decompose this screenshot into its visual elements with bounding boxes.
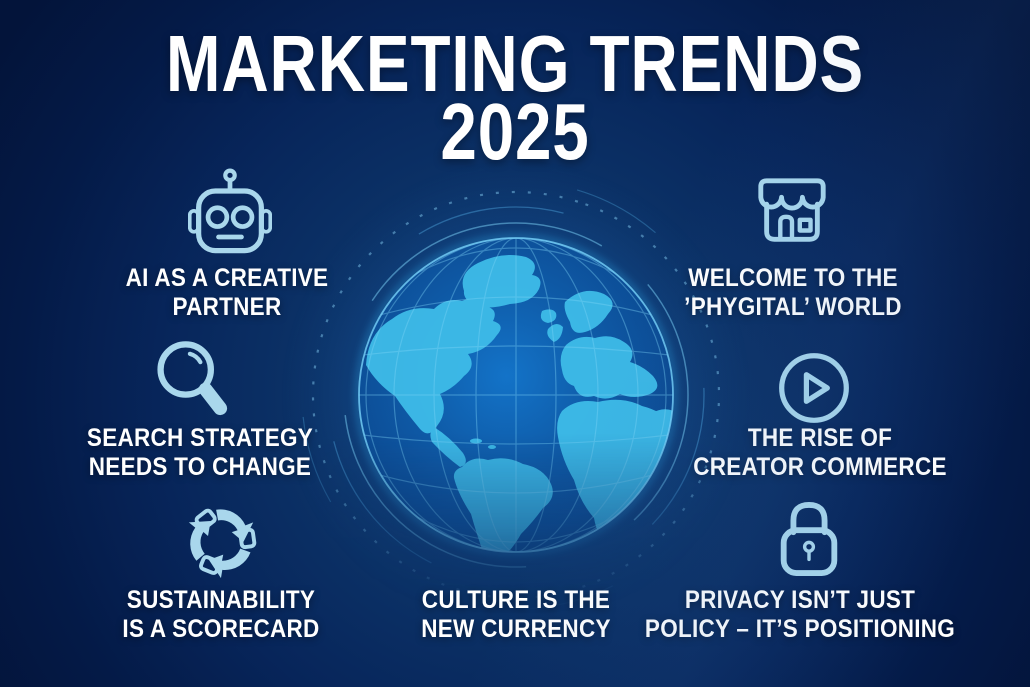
trend-search-line1: SEARCH STRATEGY <box>86 424 314 452</box>
trend-label-privacy: PRIVACY ISN’T JUST POLICY – IT’S POSITIO… <box>629 586 971 644</box>
trend-creator-line2: CREATOR COMMERCE <box>693 453 947 481</box>
trend-privacy-line2: POLICY – IT’S POSITIONING <box>644 615 956 643</box>
trend-privacy-line1: PRIVACY ISN’T JUST <box>684 586 916 614</box>
trend-label-sustainability: SUSTAINABILITY IS A SCORECARD <box>50 586 392 644</box>
trend-label-phygital: WELCOME TO THE ’PHYGITAL’ WORLD <box>622 264 964 322</box>
globe-rim-glow <box>355 234 677 556</box>
play-icon <box>776 350 852 426</box>
trend-label-ai: AI AS A CREATIVE PARTNER <box>56 264 398 322</box>
center-caption-line1: CULTURE IS THE <box>421 586 611 614</box>
center-caption-line2: NEW CURRENCY <box>421 615 611 643</box>
trend-phygital-line2: ’PHYGITAL’ WORLD <box>684 293 902 321</box>
page-title: MARKETING TRENDS 2025 <box>93 19 938 176</box>
trend-label-creator: THE RISE OF CREATOR COMMERCE <box>649 424 991 482</box>
globe-graphic <box>281 160 751 630</box>
trend-phygital-line1: WELCOME TO THE <box>688 264 898 292</box>
trend-creator-line1: THE RISE OF <box>747 424 893 452</box>
robot-icon <box>188 168 272 260</box>
trend-ai-line2: PARTNER <box>172 293 282 321</box>
title-line-2: 2025 <box>440 87 590 176</box>
recycle-icon <box>180 498 262 580</box>
globe-continents <box>366 255 673 552</box>
center-caption: CULTURE IS THE NEW CURRENCY <box>345 586 687 644</box>
storefront-icon <box>753 174 831 248</box>
globe-rim <box>358 237 674 553</box>
trend-sustainability-line1: SUSTAINABILITY <box>126 586 316 614</box>
trend-ai-line1: AI AS A CREATIVE <box>125 264 329 292</box>
globe-graticule <box>359 238 673 552</box>
digital-earth-globe <box>276 155 756 635</box>
trend-label-search: SEARCH STRATEGY NEEDS TO CHANGE <box>29 424 371 482</box>
magnifying-glass-icon <box>150 336 234 424</box>
trend-search-line2: NEEDS TO CHANGE <box>88 453 312 481</box>
trend-sustainability-line2: IS A SCORECARD <box>122 615 320 643</box>
title-line-1: MARKETING TRENDS <box>165 19 865 108</box>
lock-icon <box>772 497 846 579</box>
